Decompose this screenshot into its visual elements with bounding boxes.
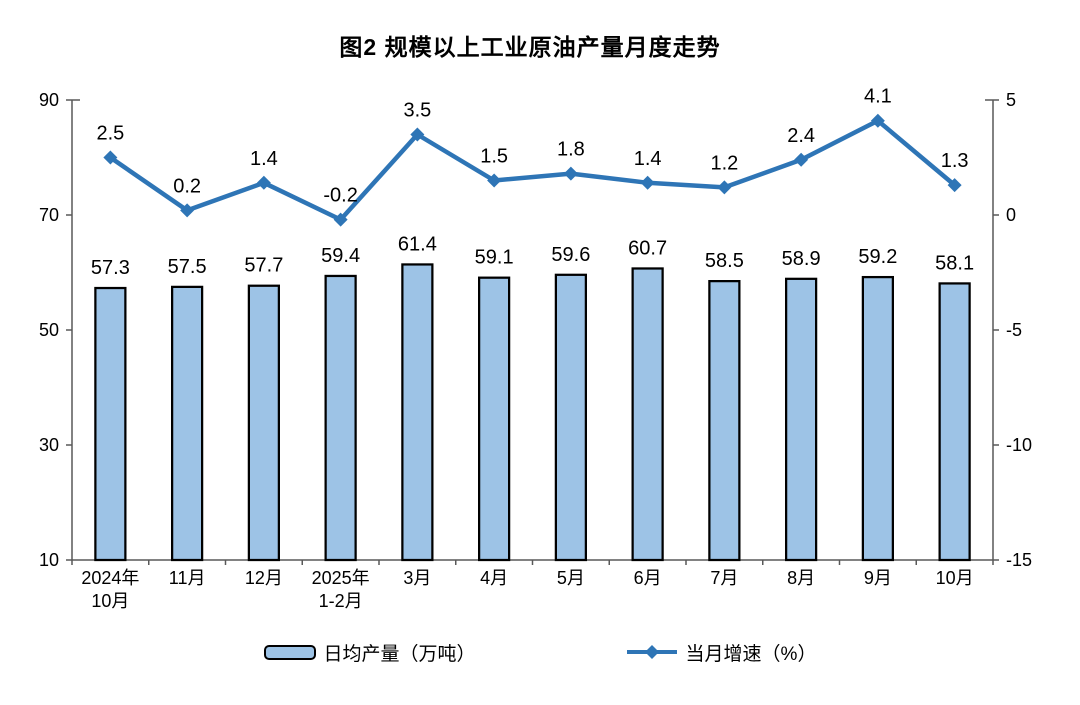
right-axis-tick-label: 0	[1006, 205, 1016, 225]
x-axis-category-label: 11月	[169, 568, 206, 588]
line-marker	[103, 150, 118, 165]
line-value-label: 1.3	[941, 150, 969, 172]
bar	[247, 284, 280, 562]
bar	[708, 280, 741, 562]
line-marker	[947, 178, 962, 193]
bar-value-label: 59.6	[551, 244, 590, 266]
bar	[401, 263, 434, 562]
bar-value-label: 59.1	[475, 247, 514, 269]
line-marker	[794, 152, 809, 167]
x-axis-category-label: 3月	[403, 568, 431, 588]
bar-value-label: 58.1	[935, 252, 974, 274]
x-axis-category-label: 1-2月	[319, 591, 363, 611]
x-axis-category-label: 2024年	[81, 568, 139, 588]
bar-value-label: 57.5	[168, 256, 207, 278]
line-marker	[487, 173, 502, 188]
bar-value-label: 59.4	[321, 245, 360, 267]
left-axis-tick-label: 70	[39, 205, 59, 225]
line-value-label: 1.2	[710, 152, 738, 174]
x-axis-category-label: 10月	[91, 591, 129, 611]
right-axis-tick-label: 5	[1006, 90, 1016, 110]
bar	[554, 273, 587, 562]
bar-value-label: 61.4	[398, 233, 437, 255]
bar-legend-swatch	[263, 644, 316, 660]
bar	[631, 267, 664, 562]
line-marker	[180, 203, 195, 218]
line-legend-marker	[644, 645, 659, 659]
bar-value-label: 60.7	[628, 237, 667, 259]
x-axis-category-label: 8月	[787, 568, 815, 588]
legend: 日均产量（万吨） 当月增速（%）	[0, 632, 1080, 672]
line-marker	[256, 175, 271, 190]
line-value-label: 2.5	[96, 123, 124, 145]
legend-item-line: 当月增速（%）	[626, 639, 817, 666]
line-value-label: 4.1	[864, 86, 892, 108]
trend-line	[109, 118, 957, 222]
bar-legend-label: 日均产量（万吨）	[323, 643, 476, 665]
left-axis-tick-label: 50	[39, 320, 59, 340]
bar	[94, 286, 127, 562]
line-value-label: 1.8	[557, 139, 585, 161]
x-axis-category-label: 2025年	[312, 568, 370, 588]
line-value-label: 2.4	[787, 125, 815, 147]
line-legend-label: 当月增速（%）	[685, 643, 817, 665]
bar	[478, 276, 511, 562]
bar	[861, 275, 894, 562]
x-axis-category-label: 7月	[710, 568, 738, 588]
x-axis-category-label: 10月	[936, 568, 974, 588]
x-axis-category-label: 6月	[634, 568, 662, 588]
right-axis-tick-label: -5	[1006, 320, 1022, 340]
bar	[785, 277, 818, 562]
line-marker	[717, 180, 732, 195]
bar	[938, 282, 971, 562]
bar	[324, 274, 357, 562]
x-axis-category-label: 12月	[245, 568, 283, 588]
line-value-label: -0.2	[323, 185, 357, 207]
left-axis-tick-label: 90	[39, 90, 59, 110]
line-value-label: 0.2	[173, 175, 201, 197]
x-axis-category-label: 5月	[557, 568, 585, 588]
line-marker	[640, 175, 655, 190]
bar-value-label: 59.2	[858, 246, 897, 268]
left-axis-tick-label: 30	[39, 435, 59, 455]
bar-value-label: 57.7	[244, 255, 283, 277]
legend-item-bar: 日均产量（万吨）	[263, 639, 476, 666]
line-legend-swatch	[626, 645, 677, 659]
line-value-label: 1.4	[250, 148, 278, 170]
line-marker	[410, 127, 425, 142]
chart-title: 图2 规模以上工业原油产量月度走势	[339, 34, 721, 60]
right-axis-tick-label: -15	[1006, 550, 1032, 570]
x-axis-category-label: 9月	[864, 568, 892, 588]
bar-value-label: 58.9	[782, 248, 821, 270]
line-marker	[333, 212, 348, 227]
line-value-label: 1.5	[480, 146, 508, 168]
line-marker	[563, 166, 578, 181]
left-axis-tick-label: 10	[39, 550, 59, 570]
right-axis-tick-label: -10	[1006, 435, 1032, 455]
bar-value-label: 57.3	[91, 257, 130, 279]
bar	[171, 285, 204, 562]
bar-value-label: 58.5	[705, 250, 744, 272]
line-value-label: 1.4	[634, 148, 662, 170]
x-axis-category-label: 4月	[480, 568, 508, 588]
line-marker	[870, 113, 885, 128]
line-value-label: 3.5	[403, 100, 431, 122]
